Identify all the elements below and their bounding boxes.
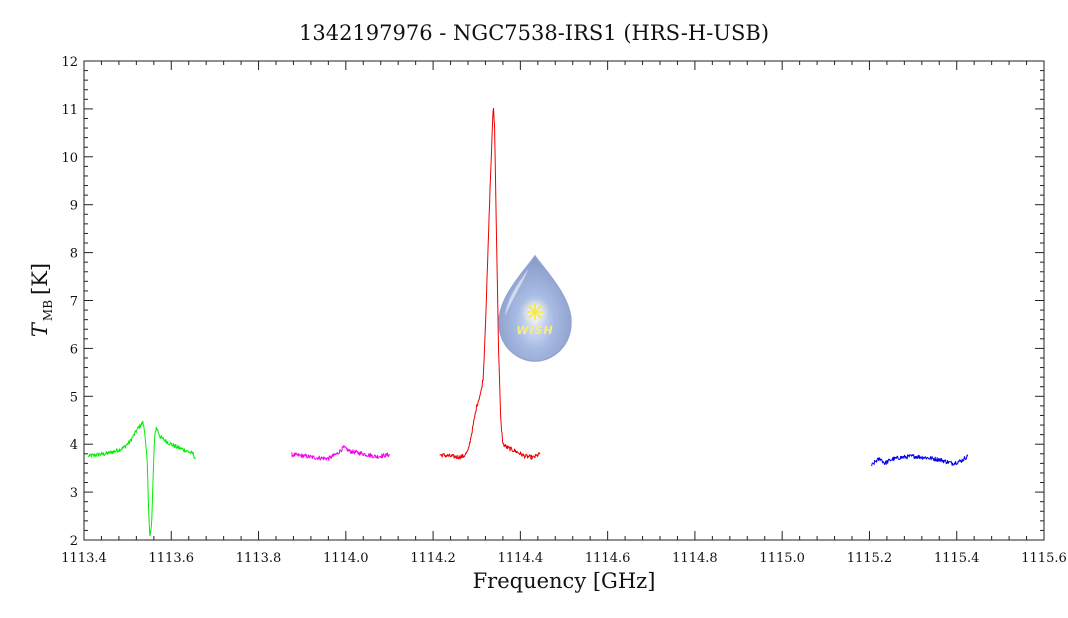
y-tick-label: 10 [61,151,78,166]
y-tick-label: 5 [70,390,78,405]
y-axis-label: TMB [K] [28,263,55,337]
x-tick-label: 1113.6 [149,551,195,566]
x-tick-label: 1114.4 [498,551,544,566]
y-tick-label: 3 [70,486,78,501]
series-line-3 [439,107,541,460]
series-line-1 [87,420,196,537]
drop-highlight [505,268,529,316]
y-tick-labels: 2 3 4 5 6 7 8 9 10 11 12 [61,55,78,549]
wish-logo: WISH [498,254,572,362]
y-tick-label: 6 [70,342,78,357]
y-axis-subscript: MB [41,300,55,321]
y-tick-label: 9 [70,199,78,214]
x-tick-label: 1115.0 [759,551,805,566]
x-tick-label: 1113.8 [236,551,282,566]
y-tick-label: 11 [61,103,78,118]
x-tick-label: 1113.4 [61,551,107,566]
y-tick-label: 7 [70,295,78,310]
series-group [87,107,969,537]
x-axis-label: Frequency [GHz] [473,569,656,593]
y-tick-label: 4 [70,438,78,453]
x-tick-label: 1115.4 [934,551,980,566]
x-tick-label: 1115.2 [847,551,893,566]
y-tick-label: 8 [70,247,78,262]
axis-ticks [83,60,1045,541]
x-tick-label: 1114.6 [585,551,631,566]
logo-label: WISH [516,324,553,337]
y-axis-symbol: T [28,321,52,337]
x-tick-label: 1115.6 [1021,551,1067,566]
y-axis-unit: [K] [28,263,52,295]
series-line-4 [871,454,969,467]
y-tick-label: 2 [70,534,78,549]
x-tick-label: 1114.0 [323,551,369,566]
x-tick-labels: 1113.4 1113.6 1113.8 1114.0 1114.2 1114.4 1114… [61,551,1067,566]
x-tick-label: 1114.8 [672,551,718,566]
chart-title: 1342197976 - NGC7538-IRS1 (HRS-H-USB) [299,21,769,45]
x-tick-label: 1114.2 [410,551,456,566]
star-icon [527,304,543,320]
series-line-2 [291,445,390,461]
y-tick-label: 12 [61,55,78,70]
